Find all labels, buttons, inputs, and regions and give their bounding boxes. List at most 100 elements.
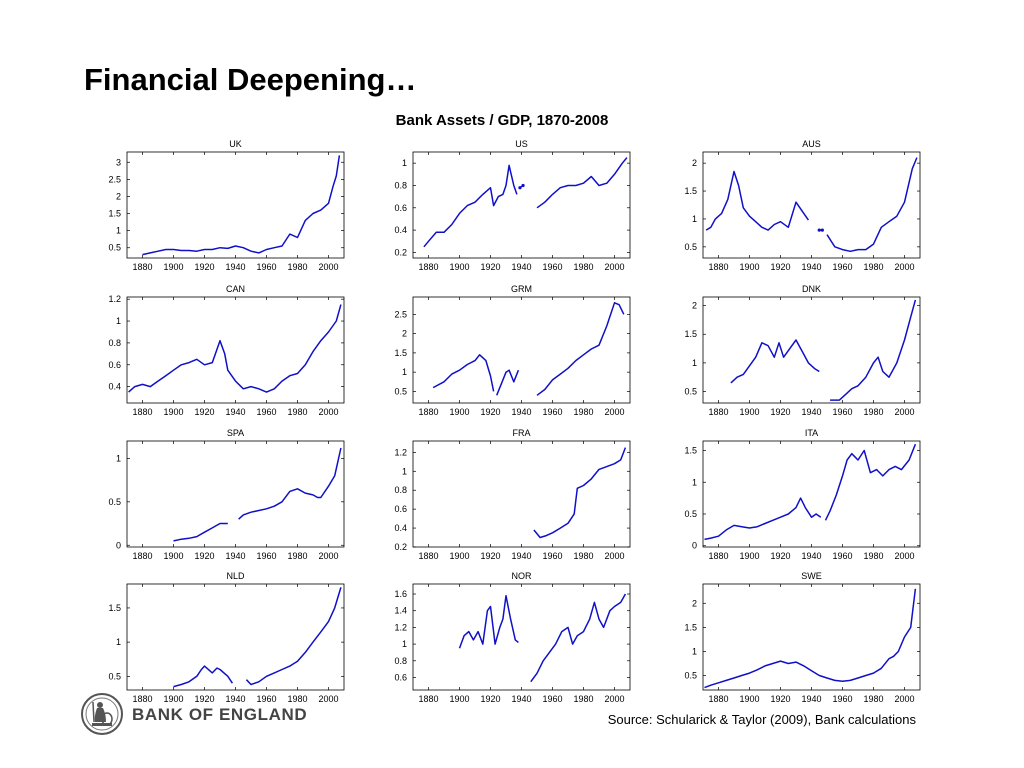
- x-tick-label: 1960: [256, 551, 276, 561]
- x-tick-label: 1980: [863, 551, 883, 561]
- x-tick-label: 1940: [801, 407, 821, 417]
- series-line: [173, 522, 228, 542]
- x-tick-label: 1940: [511, 407, 531, 417]
- x-tick-label: 2000: [894, 694, 914, 704]
- y-tick-label: 2: [402, 329, 407, 339]
- x-tick-label: 1980: [573, 694, 593, 704]
- x-tick-label: 1880: [708, 262, 728, 272]
- series-line: [423, 164, 518, 248]
- x-tick-label: 1900: [163, 262, 183, 272]
- y-tick-label: 0.2: [394, 247, 407, 257]
- x-tick-label: 1920: [194, 551, 214, 561]
- x-tick-label: 1880: [132, 551, 152, 561]
- x-tick-label: 1900: [739, 262, 759, 272]
- series-line: [245, 587, 342, 686]
- y-tick-label: 1: [402, 466, 407, 476]
- y-tick-label: 0.5: [108, 243, 121, 253]
- x-tick-label: 1960: [256, 407, 276, 417]
- y-tick-label: 0.6: [108, 360, 121, 370]
- y-tick-label: 0.5: [684, 387, 697, 397]
- series-line: [458, 594, 519, 649]
- panel-title: CAN: [226, 284, 245, 294]
- axes-box: [412, 296, 631, 404]
- x-tick-label: 1880: [708, 694, 728, 704]
- y-tick-label: 0.6: [394, 672, 407, 682]
- x-tick-label: 1900: [449, 407, 469, 417]
- x-tick-label: 1980: [287, 694, 307, 704]
- page-title: Financial Deepening…: [84, 62, 417, 97]
- x-tick-label: 2000: [318, 551, 338, 561]
- x-tick-label: 1900: [739, 407, 759, 417]
- x-tick-label: 1900: [449, 694, 469, 704]
- x-tick-label: 1940: [511, 262, 531, 272]
- series-line: [824, 443, 917, 521]
- y-tick-label: 0.5: [684, 671, 697, 681]
- chart-subtitle: Bank Assets / GDP, 1870-2008: [395, 112, 609, 129]
- axes-box: [702, 151, 921, 259]
- x-tick-label: 2000: [894, 551, 914, 561]
- series-line: [830, 299, 917, 401]
- y-tick-label: 1: [116, 226, 121, 236]
- axes-box: [412, 583, 631, 691]
- series-line: [519, 184, 524, 189]
- x-tick-label: 1880: [418, 694, 438, 704]
- y-tick-label: 2: [116, 191, 121, 201]
- series-line: [128, 304, 342, 393]
- x-tick-label: 2000: [604, 262, 624, 272]
- data-point: [817, 228, 821, 232]
- x-tick-label: 2000: [894, 407, 914, 417]
- x-tick-label: 1920: [480, 694, 500, 704]
- panel-nld: NLD 1880 1900 1920 1940 1960 1980 2000 0.5 1 1.5: [108, 571, 345, 704]
- y-tick-label: 3: [116, 157, 121, 167]
- x-tick-label: 1960: [256, 262, 276, 272]
- x-tick-label: 1980: [287, 262, 307, 272]
- x-tick-label: 2000: [318, 407, 338, 417]
- panel-title: ITA: [805, 428, 818, 438]
- panel-aus: AUS 1880 1900 1920 1940 1960 1980 2000 0.5 1 1.5 2: [684, 139, 921, 272]
- series-line: [432, 354, 495, 392]
- y-tick-label: 0: [116, 540, 121, 550]
- x-tick-label: 2000: [894, 262, 914, 272]
- panel-grm: GRM 1880 1900 1920 1940 1960 1980 2000 0.5 1 1.5 2 2…: [394, 284, 631, 417]
- x-tick-label: 1900: [739, 551, 759, 561]
- y-tick-label: 1.5: [684, 622, 697, 632]
- x-tick-label: 1940: [225, 551, 245, 561]
- x-tick-label: 1960: [832, 694, 852, 704]
- y-tick-label: 0.2: [394, 542, 407, 552]
- y-tick-label: 0.5: [108, 671, 121, 681]
- y-tick-label: 1: [402, 639, 407, 649]
- y-tick-label: 0.5: [394, 386, 407, 396]
- x-tick-label: 2000: [318, 694, 338, 704]
- x-tick-label: 1920: [194, 407, 214, 417]
- y-tick-label: 1.2: [394, 447, 407, 457]
- x-tick-label: 1920: [770, 694, 790, 704]
- y-tick-label: 0: [692, 541, 697, 551]
- y-tick-label: 0.6: [394, 203, 407, 213]
- x-tick-label: 1880: [418, 551, 438, 561]
- series-line: [704, 588, 917, 689]
- panel-fra: FRA 1880 1900 1920 1940 1960 1980 2000 0.2 0.4 0.6…: [394, 428, 631, 561]
- x-tick-label: 1980: [573, 407, 593, 417]
- x-tick-label: 2000: [604, 551, 624, 561]
- y-tick-label: 1: [692, 358, 697, 368]
- axes-box: [412, 440, 631, 548]
- panel-title: SWE: [801, 571, 822, 581]
- y-tick-label: 1: [116, 453, 121, 463]
- y-tick-label: 1.6: [394, 589, 407, 599]
- y-tick-label: 1.4: [394, 606, 407, 616]
- x-tick-label: 1960: [832, 262, 852, 272]
- y-tick-label: 1.5: [108, 209, 121, 219]
- y-tick-label: 2.5: [394, 309, 407, 319]
- x-tick-label: 1900: [449, 262, 469, 272]
- x-tick-label: 1900: [449, 551, 469, 561]
- y-tick-label: 2: [692, 158, 697, 168]
- x-tick-label: 1880: [418, 262, 438, 272]
- x-tick-label: 1920: [480, 262, 500, 272]
- y-tick-label: 0.4: [394, 523, 407, 533]
- x-tick-label: 1900: [163, 694, 183, 704]
- panel-dnk: DNK 1880 1900 1920 1940 1960 1980 2000 0.5 1 1.5 2: [684, 284, 921, 417]
- x-tick-label: 1920: [194, 694, 214, 704]
- panel-can: CAN 1880 1900 1920 1940 1960 1980 2000 0.4 0.6 0.8…: [108, 284, 345, 417]
- x-tick-label: 1960: [832, 407, 852, 417]
- x-tick-label: 1960: [542, 551, 562, 561]
